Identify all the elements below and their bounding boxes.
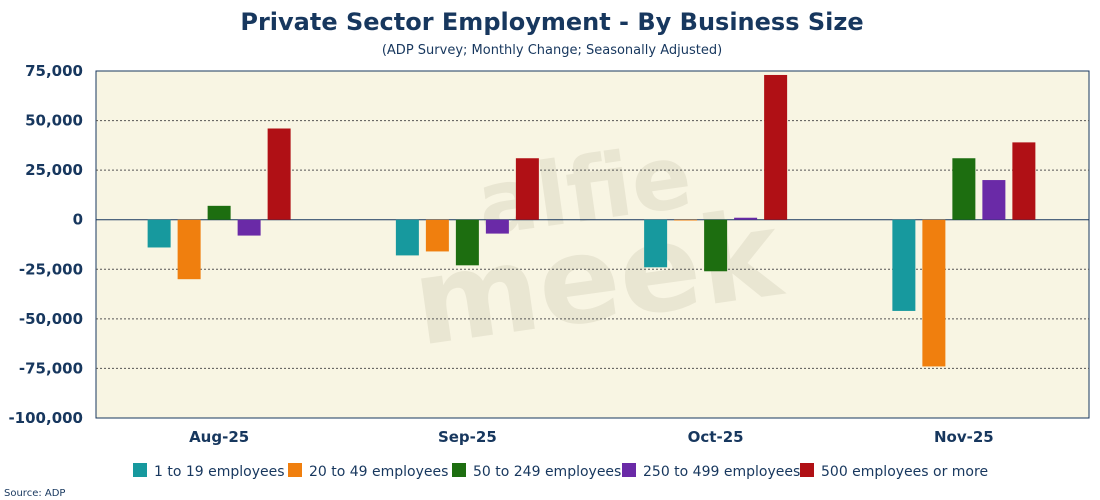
bar [237,219,261,236]
bar [1012,142,1036,220]
chart-subtitle: (ADP Survey; Monthly Change; Seasonally … [382,43,722,58]
legend-label: 20 to 49 employees [309,464,448,480]
bar [922,219,946,367]
y-tick-label: -50,000 [19,310,83,328]
x-tick-label: Sep-25 [438,428,497,446]
legend-swatch [622,463,636,477]
bar [207,205,231,220]
bar [267,128,291,220]
y-tick-label: 25,000 [25,161,83,179]
plot-area: alfie meek [95,70,1090,419]
bar [892,219,916,311]
bar [704,219,728,272]
legend-swatch [288,463,302,477]
bar [455,219,479,266]
bar [982,180,1006,220]
bar [734,217,758,220]
legend-label: 250 to 499 employees [643,464,800,480]
bar [644,219,668,268]
legend: 1 to 19 employees 20 to 49 employees 50 to… [133,463,988,480]
bar [177,219,201,280]
bar [485,219,509,234]
bar [425,219,449,252]
source-note: Source: ADP [4,488,65,499]
y-tick-label: -75,000 [19,359,83,377]
y-axis: 75,000 50,000 25,000 0 -25,000 -50,000 -75,000… [8,62,83,427]
chart-title: Private Sector Employment - By Business … [240,8,863,36]
y-tick-label: -100,000 [8,409,83,427]
legend-label: 50 to 249 employees [473,464,621,480]
bar [674,219,698,221]
y-tick-label: 50,000 [25,112,83,130]
legend-swatch [452,463,466,477]
x-tick-label: Oct-25 [688,428,744,446]
x-axis: Aug-25 Sep-25 Oct-25 Nov-25 [189,428,994,446]
legend-label: 1 to 19 employees [154,464,285,480]
legend-swatch [133,463,147,477]
bar [764,74,788,220]
bar [952,158,976,220]
bars [147,74,1036,367]
bar [147,219,171,248]
gridlines [96,120,1089,369]
x-tick-label: Aug-25 [189,428,249,446]
y-tick-label: 75,000 [25,62,83,80]
y-tick-label: 0 [73,211,83,229]
bar [515,158,539,220]
legend-label: 500 employees or more [821,464,988,480]
x-tick-label: Nov-25 [934,428,994,446]
y-tick-label: -25,000 [19,260,83,278]
bar [395,219,419,256]
legend-swatch [800,463,814,477]
